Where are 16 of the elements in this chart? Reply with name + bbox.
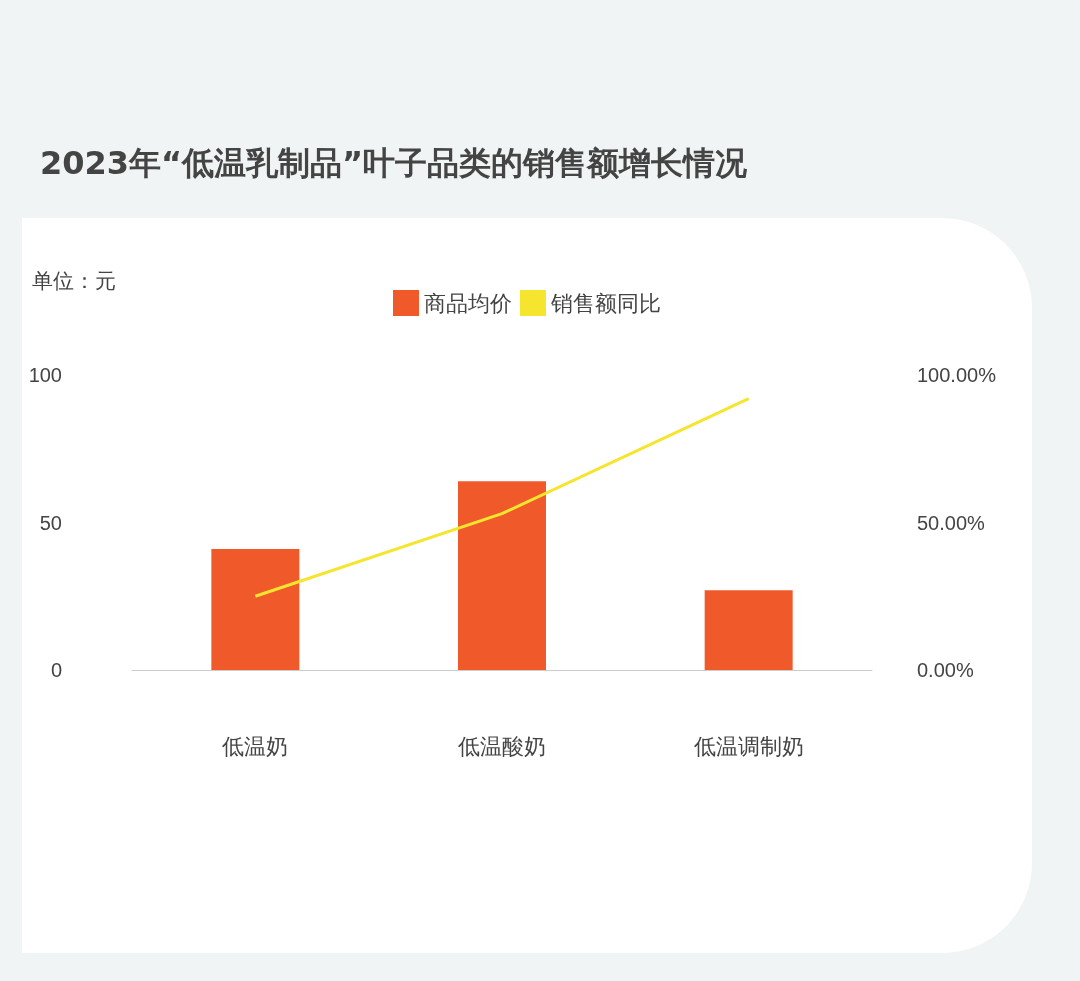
chart-title: 2023年“低温乳制品”叶子品类的销售额增长情况 — [40, 143, 748, 184]
y-tick-label: 100 — [28, 364, 62, 386]
x-tick-label: 低温酸奶 — [458, 733, 546, 759]
legend-label: 商品均价 — [424, 290, 512, 316]
x-tick-label: 低温奶 — [222, 733, 289, 759]
bar — [704, 590, 793, 670]
y2-tick-label: 50.00% — [917, 511, 986, 534]
bar — [458, 481, 546, 670]
x-tick-label: 低温调制奶 — [693, 733, 804, 759]
y-tick-label: 0 — [50, 659, 62, 681]
legend-label: 销售额同比 — [550, 290, 661, 316]
y2-tick-label: 100.00% — [917, 364, 997, 386]
y-tick-label: 50 — [39, 511, 62, 534]
bar — [211, 549, 300, 670]
y-axis-title: 单位：元 — [32, 269, 116, 292]
y2-tick-label: 0.00% — [917, 659, 974, 681]
